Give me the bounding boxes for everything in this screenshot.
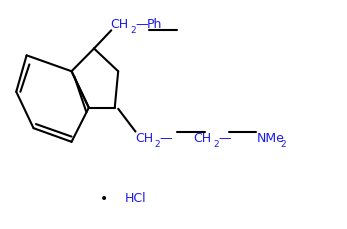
Text: —: — [136, 18, 148, 31]
Text: 2: 2 [281, 140, 286, 149]
Text: NMe: NMe [256, 132, 284, 145]
Text: —: — [218, 132, 231, 145]
Text: CH: CH [194, 132, 212, 145]
Text: •: • [100, 192, 109, 206]
Text: Ph: Ph [147, 18, 162, 31]
Text: 2: 2 [155, 140, 160, 149]
Text: CH: CH [135, 132, 153, 145]
Text: 2: 2 [130, 26, 136, 35]
Text: 2: 2 [214, 140, 219, 149]
Text: CH: CH [111, 18, 129, 31]
Text: HCl: HCl [125, 192, 147, 205]
Text: —: — [160, 132, 172, 145]
